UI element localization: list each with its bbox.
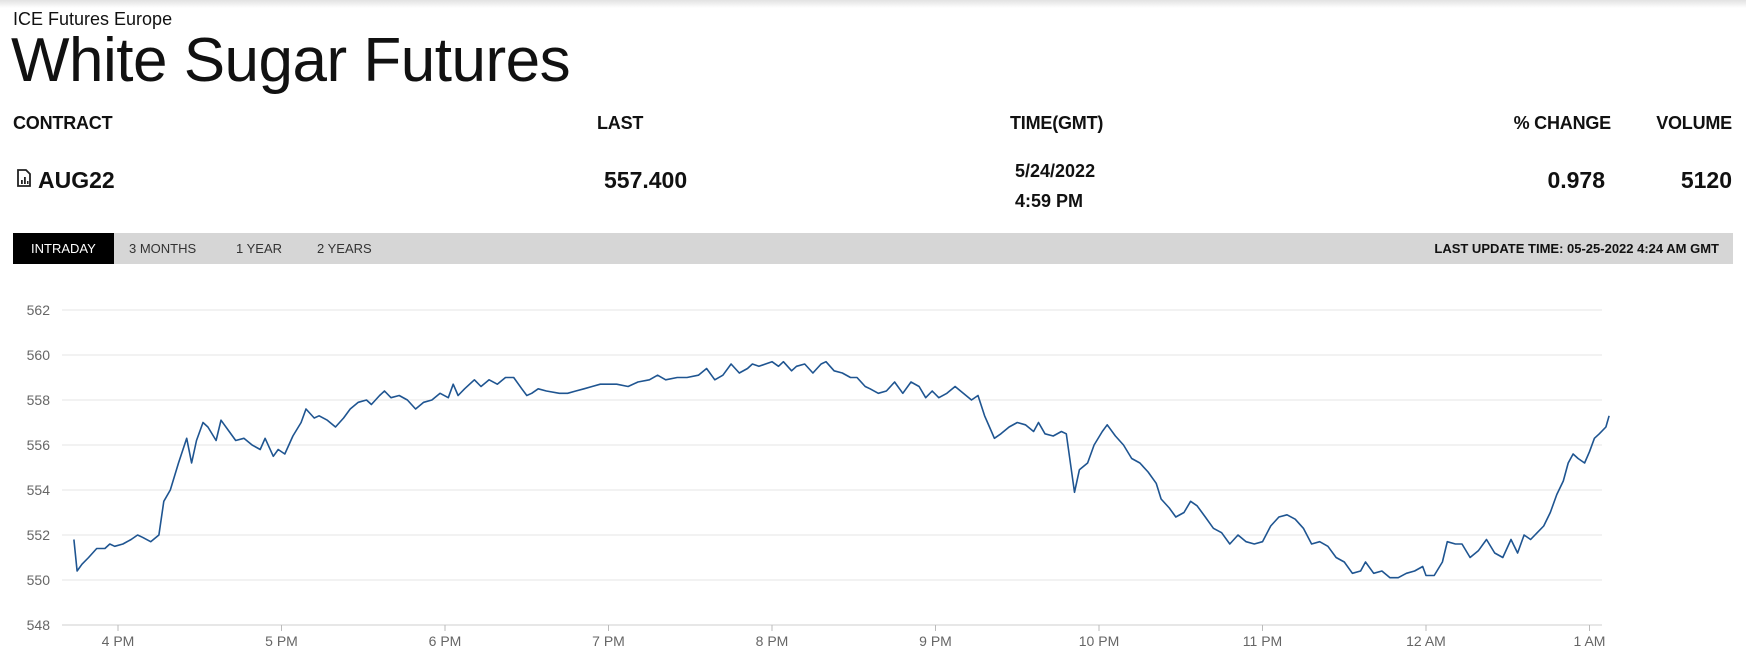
y-tick-label: 560 [27, 347, 51, 363]
trade-time: 4:59 PM [1015, 191, 1084, 211]
column-header-volume: VOLUME [1656, 113, 1732, 133]
pct-change-value: 0.978 [1547, 167, 1605, 193]
x-tick-label: 5 PM [265, 633, 298, 649]
contract-link[interactable]: AUG22 [15, 167, 115, 194]
column-header-pct-change: % CHANGE [1513, 113, 1612, 133]
exchange-name: ICE Futures Europe [13, 9, 173, 29]
tab-3-months[interactable]: 3 MONTHS [129, 241, 197, 256]
y-tick-label: 554 [27, 482, 51, 498]
x-tick-label: 12 AM [1406, 633, 1446, 649]
y-tick-label: 548 [27, 617, 51, 633]
x-tick-label: 9 PM [919, 633, 952, 649]
volume-value: 5120 [1680, 167, 1732, 193]
price-line-series [73, 360, 1610, 579]
chart-document-icon [15, 168, 33, 193]
x-tick-label: 11 PM [1243, 633, 1282, 649]
y-tick-label: 556 [27, 437, 51, 453]
top-shadow [0, 0, 1746, 8]
x-tick-label: 10 PM [1079, 633, 1119, 649]
x-tick-label: 4 PM [102, 633, 135, 649]
x-tick-label: 1 AM [1574, 633, 1606, 649]
column-header-contract: CONTRACT [13, 113, 113, 133]
y-tick-label: 558 [27, 392, 51, 408]
last-update-time: LAST UPDATE TIME: 05-25-2022 4:24 AM GMT [1434, 241, 1719, 256]
contract-code: AUG22 [38, 167, 115, 193]
column-header-last: LAST [597, 113, 644, 133]
tab-1-year[interactable]: 1 YEAR [236, 241, 283, 256]
column-header-time: TIME(GMT) [1010, 113, 1104, 133]
trade-date: 5/24/2022 [1015, 161, 1096, 181]
y-tick-label: 550 [27, 572, 51, 588]
last-price: 557.400 [604, 167, 688, 193]
y-tick-label: 552 [27, 527, 51, 543]
x-tick-label: 6 PM [429, 633, 462, 649]
tab-intraday[interactable]: INTRADAY [13, 233, 114, 264]
y-tick-label: 562 [27, 302, 51, 318]
tab-2-years[interactable]: 2 YEARS [317, 241, 372, 256]
range-tab-bar: INTRADAY 3 MONTHS 1 YEAR 2 YEARS LAST UP… [13, 233, 1733, 264]
price-chart: 562 560 558 556 554 552 550 548 4 PM 5 PM 6 PM 7 PM… [27, 302, 1610, 649]
x-tick-label: 7 PM [592, 633, 625, 649]
x-tick-label: 8 PM [756, 633, 789, 649]
page-title: White Sugar Futures [11, 26, 571, 95]
